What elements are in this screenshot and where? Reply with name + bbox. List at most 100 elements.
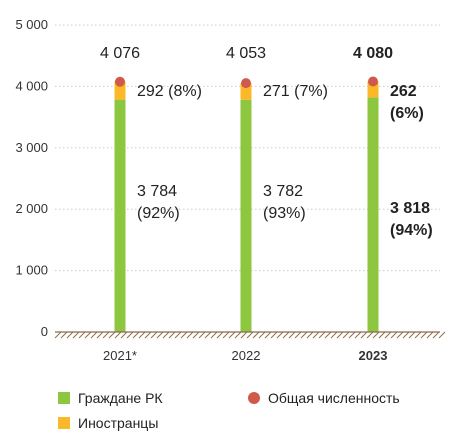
legend-item-foreigners: Иностранцы — [58, 415, 158, 431]
baseline-hatch — [276, 331, 284, 339]
baseline-hatch — [54, 331, 62, 339]
baseline-hatch — [348, 331, 356, 339]
y-tick-label: 2 000 — [15, 201, 48, 216]
baseline-hatch — [204, 331, 212, 339]
baseline-hatch — [90, 331, 98, 339]
total-label: 4 080 — [353, 45, 393, 62]
x-axis-baseline — [54, 331, 446, 339]
baseline-hatch — [216, 331, 224, 339]
baseline-hatch — [228, 331, 236, 339]
baseline-hatch — [138, 331, 146, 339]
baseline-hatch — [150, 331, 158, 339]
baseline-hatch — [270, 331, 278, 339]
baseline-hatch — [126, 331, 134, 339]
baseline-hatch — [426, 331, 434, 339]
baseline-hatch — [300, 331, 308, 339]
citizens-pct-label: (92%) — [137, 205, 180, 222]
baseline-hatch — [354, 331, 362, 339]
baseline-hatch — [402, 331, 410, 339]
foreigners-label: 271 (7%) — [263, 83, 328, 100]
legend-item-citizens: Граждане РК — [58, 390, 163, 406]
baseline-hatch — [330, 331, 338, 339]
legend-marker-total — [248, 392, 260, 404]
baseline-hatch — [186, 331, 194, 339]
x-category-label: 2021* — [103, 348, 137, 363]
baseline-hatch — [252, 331, 260, 339]
baseline-hatch — [264, 331, 272, 339]
data-labels: 4 076 292 (8%) 3 784 (92%) 4 053 271 (7%) 3 78… — [100, 45, 433, 239]
bar-foreigners — [367, 81, 379, 98]
x-category-label: 2023 — [359, 348, 388, 363]
bar-foreigners — [114, 81, 126, 100]
baseline-hatch — [420, 331, 428, 339]
citizens-label: 3 784 — [137, 183, 177, 200]
y-tick-label: 0 — [41, 324, 48, 339]
baseline-hatch — [78, 331, 86, 339]
total-marker — [368, 76, 378, 87]
baseline-hatch — [96, 331, 104, 339]
baseline-hatch — [108, 331, 116, 339]
baseline-hatch — [60, 331, 68, 339]
y-tick-label: 1 000 — [15, 263, 48, 278]
baseline-hatch — [390, 331, 398, 339]
baseline-hatch — [342, 331, 350, 339]
baseline-hatch — [192, 331, 200, 339]
baseline-hatch — [198, 331, 206, 339]
baseline-hatch — [372, 331, 380, 339]
baseline-hatch — [84, 331, 92, 339]
baseline-hatch — [312, 331, 320, 339]
baseline-hatch — [156, 331, 164, 339]
baseline-hatch — [366, 331, 374, 339]
legend-swatch-foreigners — [58, 417, 70, 429]
total-label: 4 076 — [100, 45, 140, 62]
baseline-hatch — [240, 331, 248, 339]
bar-citizens — [114, 99, 126, 332]
foreigners-pct-label: (6%) — [390, 105, 424, 122]
baseline-hatch — [288, 331, 296, 339]
baseline-hatch — [318, 331, 326, 339]
baseline-hatch — [66, 331, 74, 339]
legend-swatch-citizens — [58, 392, 70, 404]
baseline-hatch — [72, 331, 80, 339]
baseline-hatch — [396, 331, 404, 339]
baseline-hatch — [234, 331, 242, 339]
legend-label-foreigners: Иностранцы — [78, 415, 159, 431]
baseline-hatch — [222, 331, 230, 339]
baseline-hatch — [120, 331, 128, 339]
foreigners-label: 262 — [390, 83, 417, 100]
baseline-hatch — [246, 331, 254, 339]
x-axis: 2021* 2022 2023 — [103, 348, 387, 363]
baseline-hatch — [102, 331, 110, 339]
baseline-hatch — [324, 331, 332, 339]
baseline-hatch — [174, 331, 182, 339]
y-axis: 0 1 000 2 000 3 000 4 000 5 000 — [15, 17, 48, 339]
y-tick-label: 5 000 — [15, 17, 48, 32]
foreigners-label: 292 (8%) — [137, 83, 202, 100]
baseline-hatch — [378, 331, 386, 339]
baseline-hatch — [258, 331, 266, 339]
total-label: 4 053 — [226, 45, 266, 62]
y-tick-label: 4 000 — [15, 78, 48, 93]
baseline-hatch — [408, 331, 416, 339]
citizens-pct-label: (94%) — [390, 222, 433, 239]
total-marker — [241, 78, 251, 89]
baseline-hatch — [168, 331, 176, 339]
baseline-hatch — [384, 331, 392, 339]
legend-item-total: Общая численность — [248, 390, 400, 406]
baseline-hatch — [432, 331, 440, 339]
bar-citizens — [367, 97, 379, 332]
baseline-hatch — [282, 331, 290, 339]
baseline-hatch — [360, 331, 368, 339]
baseline-hatch — [180, 331, 188, 339]
legend-label-total: Общая численность — [268, 390, 400, 406]
baseline-hatch — [336, 331, 344, 339]
bar-chart: 0 1 000 2 000 3 000 4 000 5 000 2021* 2022 2023… — [15, 17, 446, 363]
citizens-label: 3 782 — [263, 183, 303, 200]
baseline-hatch — [438, 331, 446, 339]
baseline-hatch — [414, 331, 422, 339]
baseline-hatch — [210, 331, 218, 339]
legend-label-citizens: Граждане РК — [78, 390, 163, 406]
citizens-label: 3 818 — [390, 200, 430, 217]
bar-foreigners — [240, 83, 252, 100]
total-marker — [115, 76, 125, 87]
